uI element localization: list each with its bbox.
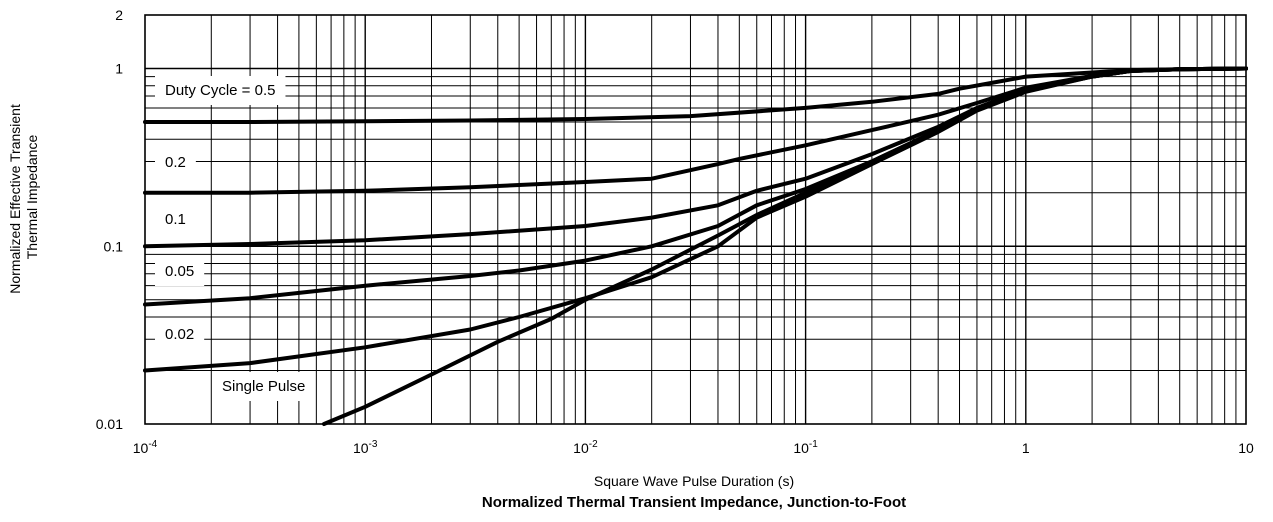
x-tick-label: 1 bbox=[1022, 440, 1030, 456]
series-layer bbox=[143, 66, 1248, 426]
curve-label-box bbox=[155, 205, 196, 234]
x-tick-label: 10-4 bbox=[133, 439, 158, 456]
curve-label: Single Pulse bbox=[222, 378, 305, 395]
curve-label-box bbox=[155, 148, 196, 177]
x-tick-label: 10-1 bbox=[793, 439, 818, 456]
curve-label-box bbox=[212, 372, 316, 401]
y-axis-title: Normalized Effective Transient Thermal I… bbox=[7, 100, 40, 294]
curve-label: 0.02 bbox=[165, 326, 194, 343]
curve-label-box bbox=[155, 320, 205, 349]
x-tick-label: 10-2 bbox=[573, 439, 598, 456]
series-line-3 bbox=[143, 66, 1248, 249]
y-tick-label: 0.01 bbox=[96, 416, 123, 432]
series-line-2 bbox=[143, 66, 1248, 195]
y-axis-title-line-1: Normalized Effective Transient bbox=[7, 104, 23, 294]
curve-label: Duty Cycle = 0.5 bbox=[165, 82, 275, 99]
chart-title: Normalized Thermal Transient Impedance, … bbox=[482, 494, 906, 511]
grid bbox=[145, 15, 1246, 424]
x-tick-label: 10-3 bbox=[353, 439, 378, 456]
plot-frame bbox=[144, 14, 1247, 425]
series-line-1 bbox=[143, 66, 1248, 124]
y-axis-title-line-2: Thermal Impedance bbox=[24, 135, 40, 260]
series-line-4 bbox=[143, 66, 1248, 307]
y-tick-label: 0.1 bbox=[104, 238, 124, 254]
series-line-6 bbox=[322, 66, 1248, 426]
curve-label-box bbox=[155, 76, 286, 105]
label-layer: Duty Cycle = 0.5 0.2 0.1 0.05 0.02 Single Pul… bbox=[155, 76, 316, 401]
curve-label: 0.2 bbox=[165, 154, 186, 171]
x-tick-label: 10 bbox=[1238, 440, 1254, 456]
curve-label: 0.05 bbox=[165, 263, 194, 280]
curve-label-box bbox=[155, 257, 205, 286]
y-tick-label: 2 bbox=[115, 7, 123, 23]
curve-label: 0.1 bbox=[165, 211, 186, 228]
x-axis-title: Square Wave Pulse Duration (s) bbox=[594, 473, 794, 489]
y-tick-label: 1 bbox=[115, 61, 123, 77]
tick-layer: 10-4 10-3 10-2 10-1 1 10 2 1 0.1 0.01 bbox=[96, 7, 1254, 456]
